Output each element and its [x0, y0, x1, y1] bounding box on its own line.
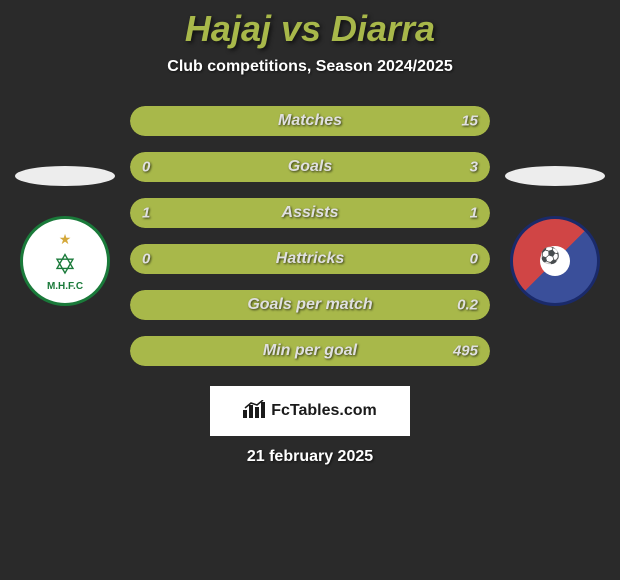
stats-area: ★ ✡ M.H.F.C Matches 15 Goals 0 3 Assists 1 1 Hat… — [0, 106, 620, 366]
footer-brand-text: FcTables.com — [271, 402, 377, 420]
main-container: Hajaj vs Diarra Club competitions, Seaso… — [0, 0, 620, 580]
stat-row: Goals per match 0.2 — [130, 290, 490, 320]
stat-value-right: 0 — [470, 251, 478, 268]
chart-icon — [243, 400, 265, 423]
stat-row: Assists 1 1 — [130, 198, 490, 228]
soccer-ball-icon: ⚽ — [540, 246, 570, 276]
right-column: ⚽ — [500, 166, 610, 306]
stat-row: Goals 0 3 — [130, 152, 490, 182]
stat-row: Matches 15 — [130, 106, 490, 136]
club-badge-left: ★ ✡ M.H.F.C — [20, 216, 110, 306]
stat-value-left: 0 — [142, 251, 150, 268]
stat-row: Min per goal 495 — [130, 336, 490, 366]
stat-value-right: 3 — [470, 159, 478, 176]
left-column: ★ ✡ M.H.F.C — [10, 166, 120, 306]
stat-value-left: 1 — [142, 205, 150, 222]
stat-label: Goals per match — [247, 296, 372, 314]
star-icon: ★ — [59, 231, 72, 248]
stats-list: Matches15Goals03Assists11Hattricks00Goal… — [120, 106, 500, 366]
badge-left-text: M.H.F.C — [47, 281, 83, 292]
stat-value-right: 1 — [470, 205, 478, 222]
stat-value-right: 15 — [461, 113, 478, 130]
stat-row: Hattricks 0 0 — [130, 244, 490, 274]
date-text: 21 february 2025 — [247, 448, 373, 466]
player-placeholder-left — [15, 166, 115, 186]
hexagon-icon: ✡ — [53, 248, 76, 281]
stat-value-right: 495 — [453, 343, 478, 360]
club-badge-right: ⚽ — [510, 216, 600, 306]
stat-label: Hattricks — [276, 250, 344, 268]
stat-value-right: 0.2 — [457, 297, 478, 314]
stat-label: Assists — [282, 204, 339, 222]
player-placeholder-right — [505, 166, 605, 186]
page-subtitle: Club competitions, Season 2024/2025 — [167, 58, 452, 76]
stat-label: Matches — [278, 112, 342, 130]
stat-label: Goals — [288, 158, 332, 176]
footer-brand-box: FcTables.com — [210, 386, 410, 436]
stat-label: Min per goal — [263, 342, 357, 360]
stat-value-left: 0 — [142, 159, 150, 176]
page-title: Hajaj vs Diarra — [185, 8, 435, 50]
